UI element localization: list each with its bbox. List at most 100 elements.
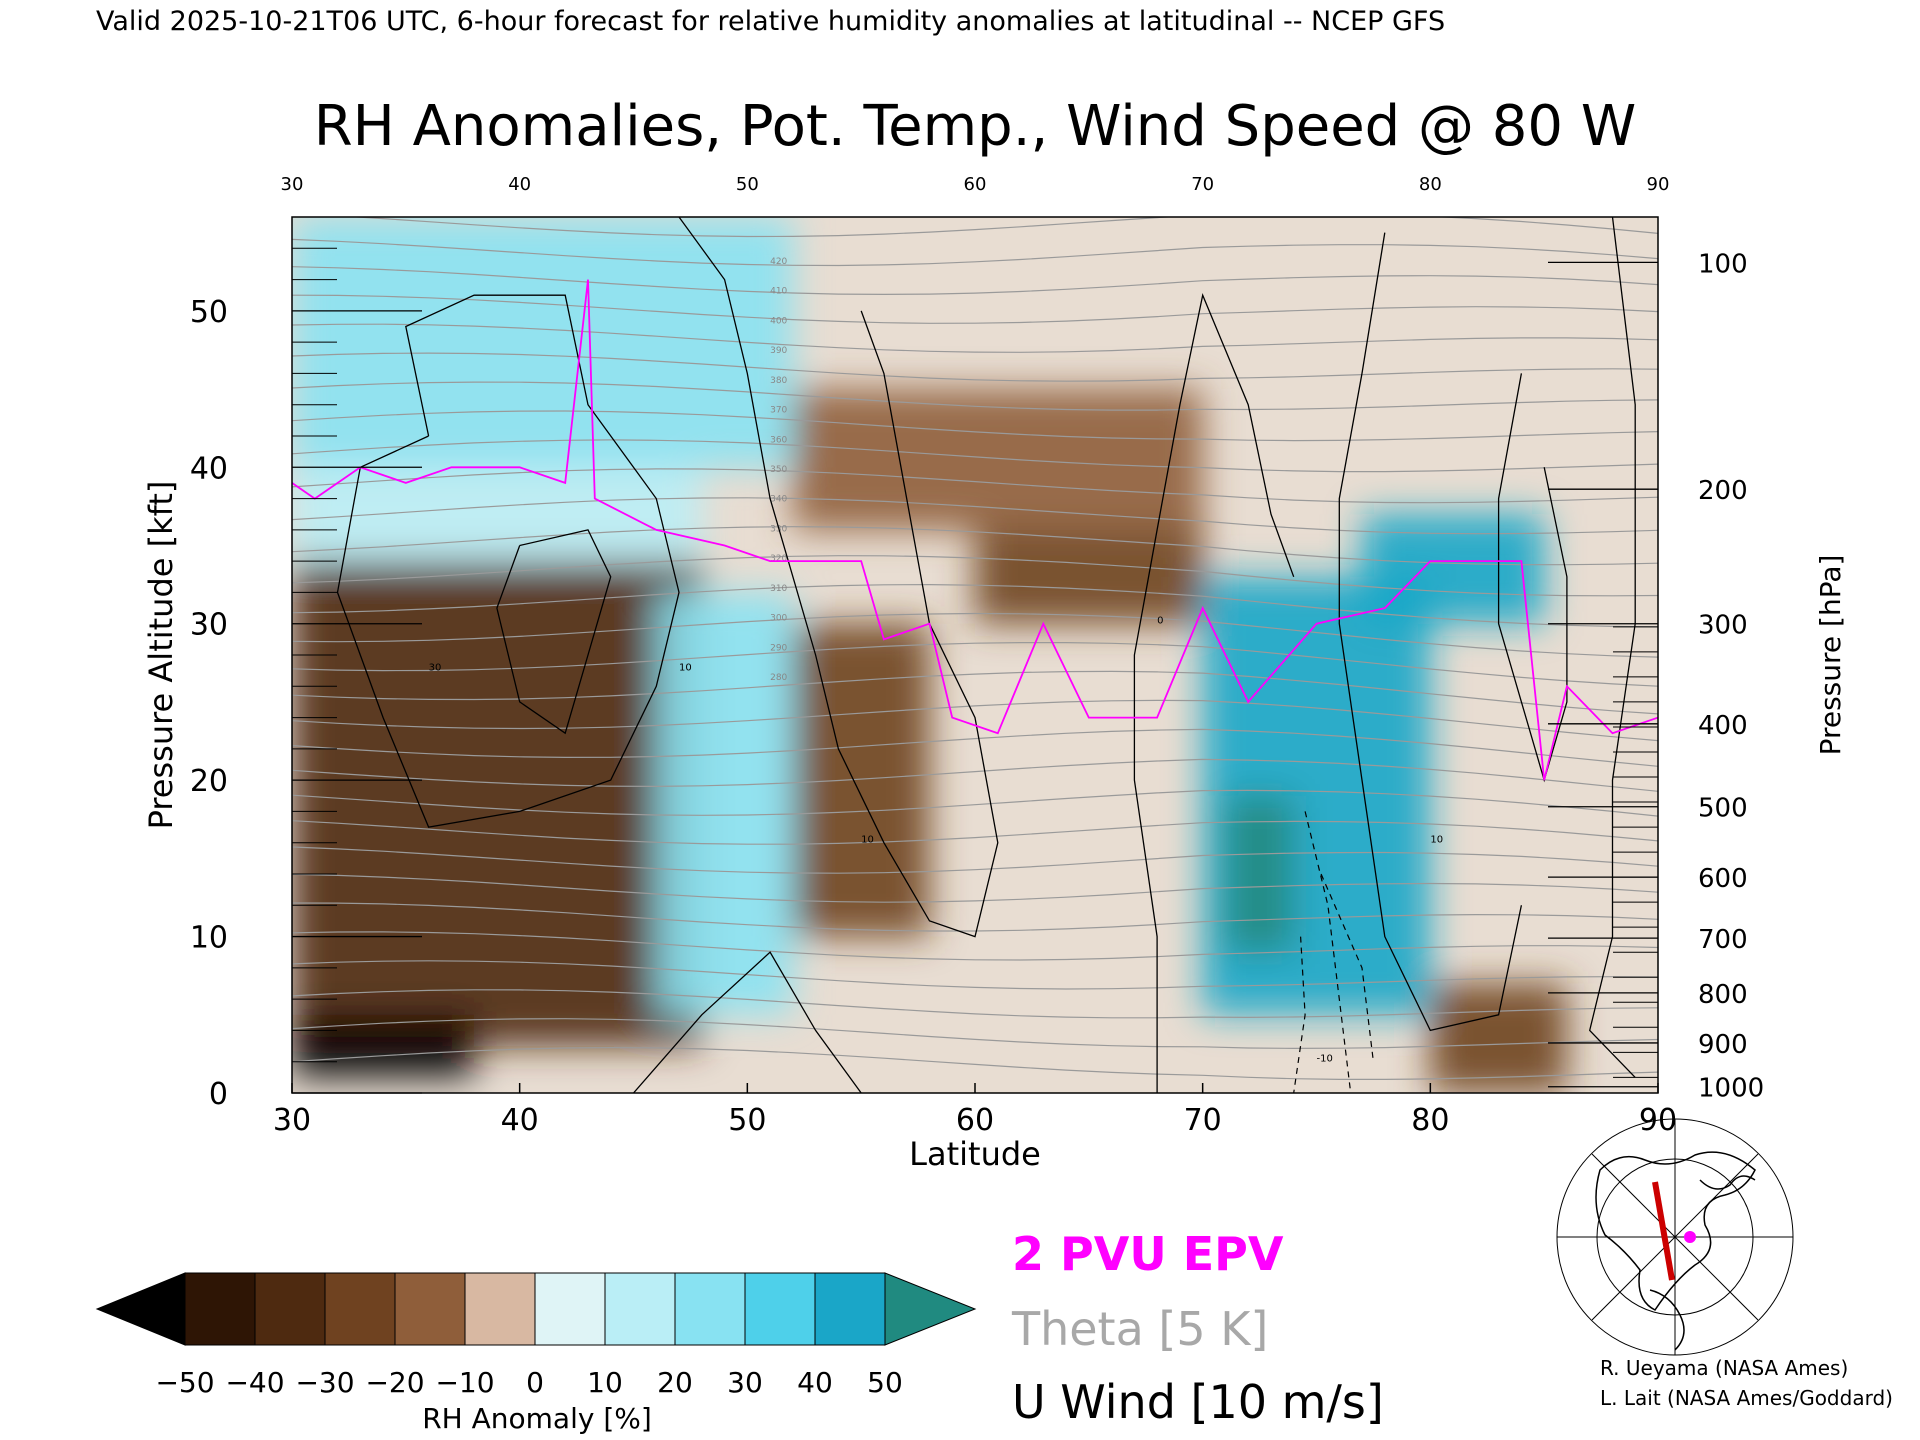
colorbar-under-arrow <box>95 1272 186 1346</box>
colorbar-tick-label: 50 <box>867 1366 903 1399</box>
rh-anomaly-region <box>792 389 1203 530</box>
theta-contour <box>292 931 1658 961</box>
top-tick-label: 60 <box>964 174 987 195</box>
u-wind-contour <box>1133 293 1295 1093</box>
theta-contour <box>292 294 1658 324</box>
pressure-tick-label: 400 <box>1698 711 1748 741</box>
x-tick-label: 40 <box>501 1103 539 1138</box>
theta-contour-label: 290 <box>770 643 787 653</box>
rh-anomaly-region <box>975 529 1203 624</box>
u-wind-contour-label: 10 <box>679 663 692 674</box>
colorbar-tick-label: 20 <box>657 1366 693 1399</box>
colorbar-segment <box>534 1272 606 1346</box>
theta-contour-label: 420 <box>770 257 787 267</box>
legend-theta: Theta [5 K] <box>1011 1302 1268 1356</box>
theta-contour <box>292 699 1658 742</box>
colorbar-tick-label: −40 <box>225 1366 284 1399</box>
theta-contour <box>292 960 1658 990</box>
u-wind-contour-label: 30 <box>429 663 442 674</box>
credit-line-2: L. Lait (NASA Ames/Goddard) <box>1600 1386 1893 1410</box>
u-wind-contour <box>1588 217 1636 1078</box>
colorbar-segment <box>324 1272 396 1346</box>
map-inset <box>1556 1118 1794 1356</box>
y-axis-label-left: Pressure Altitude [kft] <box>142 481 180 830</box>
theta-contour <box>348 217 1658 238</box>
colorbar-tick-label: −30 <box>295 1366 354 1399</box>
x-tick-label: 80 <box>1411 1103 1449 1138</box>
rh-anomaly-region <box>1225 795 1294 953</box>
u-wind-contour <box>496 529 612 735</box>
u-wind-contour <box>336 294 680 828</box>
theta-contour-label: 360 <box>770 435 787 445</box>
pressure-tick-label: 200 <box>1698 476 1748 506</box>
colorbar-tick-label: 30 <box>727 1366 763 1399</box>
theta-contour <box>292 410 1658 442</box>
theta-contour <box>292 497 1658 535</box>
colorbar-label: RH Anomaly [%] <box>422 1402 652 1435</box>
rh-anomaly-region <box>1362 514 1545 624</box>
theta-contour-label: 340 <box>770 495 787 505</box>
theta-contour <box>292 989 1658 1019</box>
u-wind-contour-label: -10 <box>1317 1054 1333 1065</box>
colorbar-segment <box>744 1272 816 1346</box>
theta-contour <box>292 583 1658 628</box>
theta-contour <box>292 352 1658 382</box>
y-tick-label: 0 <box>209 1077 228 1112</box>
pressure-tick-label: 600 <box>1698 864 1748 894</box>
theta-contour-label: 280 <box>770 673 787 683</box>
chart-title: RH Anomalies, Pot. Temp., Wind Speed @ 8… <box>314 94 1636 159</box>
theta-contour <box>292 555 1658 597</box>
top-tick-label: 70 <box>1191 174 1214 195</box>
x-axis: 30 40 50 60 70 80 90 <box>273 1083 1677 1138</box>
epv-2pvu-line <box>292 279 1658 781</box>
u-wind-contour-label: 10 <box>861 835 874 846</box>
colorbar-tick-label: 40 <box>797 1366 833 1399</box>
theta-contour <box>292 1018 1658 1050</box>
pressure-tick-label: 1000 <box>1698 1074 1764 1104</box>
u-wind-contour-negative <box>1293 936 1306 1093</box>
u-wind-contours: 30 10 10 0 -10 10 <box>336 217 1636 1093</box>
y-tick-label: 30 <box>190 608 228 643</box>
colorbar: −50 −40 −30 −20 −10 0 10 20 30 40 50 <box>95 1272 977 1399</box>
theta-contour-label: 400 <box>770 316 787 326</box>
rh-anomaly-region <box>1430 983 1567 1093</box>
y-tick-label: 10 <box>190 921 228 956</box>
theta-contour <box>292 612 1658 658</box>
theta-contour <box>292 758 1658 792</box>
u-wind-contour-negative <box>1304 811 1352 1093</box>
map-marker <box>1684 1231 1696 1243</box>
theta-contours: 4204104003903803703603503403303203103002… <box>292 217 1658 1080</box>
colorbar-tick-label: 0 <box>526 1366 544 1399</box>
plot-area: 4204104003903803703603503403303203103002… <box>291 216 1659 1094</box>
pressure-tick-label: 100 <box>1698 249 1748 279</box>
rh-anomaly-region <box>292 1014 475 1078</box>
u-wind-contour <box>1497 373 1568 783</box>
legend: 2 PVU EPV Theta [5 K] U Wind [10 m/s] <box>1011 1227 1384 1429</box>
colorbar-over-arrow <box>884 1272 977 1346</box>
top-tick-label: 90 <box>1647 174 1670 195</box>
theta-contour-label: 350 <box>770 465 787 475</box>
x-tick-label: 60 <box>956 1103 994 1138</box>
colorbar-tick-label: 10 <box>587 1366 623 1399</box>
epv-2pvu-contour <box>292 279 1658 781</box>
theta-contour <box>292 873 1658 903</box>
colorbar-segment <box>254 1272 326 1346</box>
colorbar-segment <box>674 1272 746 1346</box>
theta-contour <box>292 381 1658 411</box>
legend-uwind: U Wind [10 m/s] <box>1012 1375 1384 1429</box>
pressure-tick-label: 300 <box>1698 611 1748 641</box>
y-axis-left: 0 10 20 30 40 50 <box>190 247 422 1112</box>
y-tick-label: 50 <box>190 295 228 330</box>
legend-epv: 2 PVU EPV <box>1012 1227 1284 1281</box>
pressure-tick-label: 800 <box>1698 980 1748 1010</box>
x-tick-label: 70 <box>1184 1103 1222 1138</box>
colorbar-segment <box>604 1272 676 1346</box>
theta-contour <box>292 728 1658 767</box>
theta-contour <box>292 266 1658 296</box>
y-axis-right: 100 200 300 400 500 600 700 800 900 1000 <box>1548 249 1764 1104</box>
theta-contour <box>292 820 1658 845</box>
u-wind-contour-negative <box>1320 873 1374 1062</box>
colorbar-tick-label: −10 <box>435 1366 494 1399</box>
u-wind-contour <box>633 951 862 1093</box>
u-wind-contour-label: 0 <box>1157 616 1163 627</box>
